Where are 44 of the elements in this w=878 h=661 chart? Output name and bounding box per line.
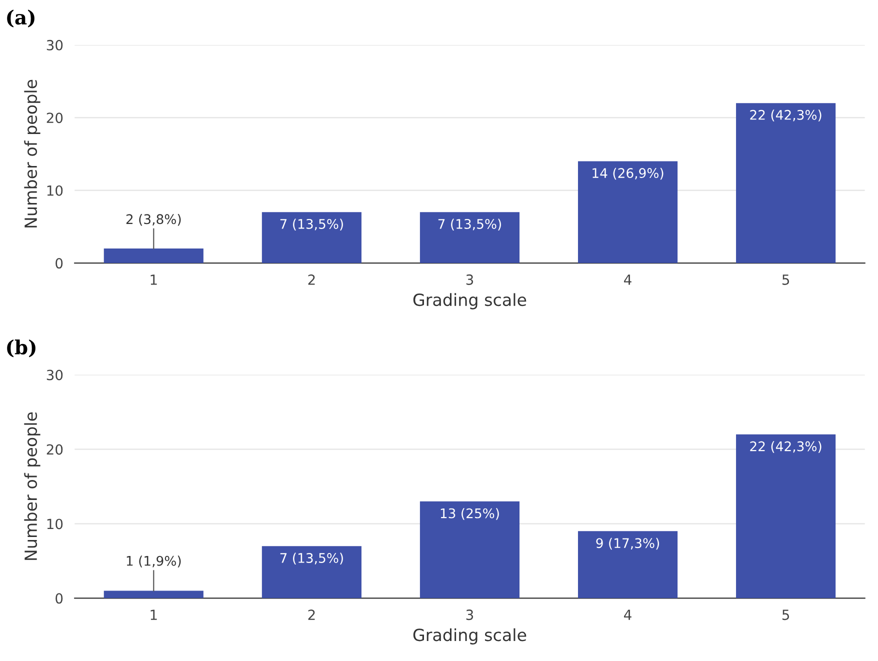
x-axis-title: Grading scale — [413, 628, 526, 644]
data-label: 22 (42,3%) — [750, 441, 822, 453]
bar — [104, 248, 204, 264]
data-label: 1 (1,9%) — [126, 556, 181, 568]
data-label: 7 (13,5%) — [438, 218, 501, 230]
x-tick-label: 5 — [782, 274, 790, 285]
bar — [736, 434, 836, 598]
data-label: 7 (13,5%) — [280, 552, 343, 565]
x-tick-label: 2 — [308, 274, 315, 285]
data-label: 14 (26,9%) — [592, 168, 664, 180]
bar — [578, 531, 678, 598]
bar — [262, 546, 362, 598]
bar — [420, 501, 520, 598]
data-label: 22 (42,3%) — [750, 110, 822, 122]
y-tick-label: 0 — [56, 258, 63, 269]
x-tick-label: 4 — [624, 274, 632, 285]
data-label: 2 (3,8%) — [126, 214, 181, 226]
x-tick-label: 1 — [150, 610, 157, 620]
x-tick-label: 3 — [466, 610, 474, 620]
bar — [420, 212, 520, 264]
y-tick-label: 30 — [46, 370, 63, 380]
y-tick-label: 10 — [47, 185, 63, 196]
chart-title: (a) — [7, 10, 34, 28]
bar — [104, 590, 204, 598]
y-axis-title: Number of people — [24, 412, 40, 560]
x-tick-label: 2 — [308, 610, 315, 620]
y-tick-label: 10 — [47, 518, 63, 530]
y-tick-label: 20 — [46, 444, 63, 455]
data-label: 7 (13,5%) — [280, 218, 343, 230]
x-axis-title: Grading scale — [413, 293, 526, 310]
x-tick-label: 5 — [782, 610, 790, 620]
y-tick-label: 20 — [46, 112, 63, 124]
bar — [578, 161, 678, 264]
data-label: 13 (25%) — [440, 508, 499, 520]
y-tick-label: 30 — [46, 40, 63, 50]
chart-title: (b) — [7, 339, 36, 358]
bar — [262, 212, 362, 264]
x-tick-label: 1 — [150, 274, 157, 285]
x-tick-label: 3 — [466, 274, 474, 285]
bar — [736, 103, 836, 264]
data-label: 9 (17,3%) — [596, 538, 660, 550]
y-tick-label: 0 — [56, 593, 63, 604]
y-axis-title: Number of people — [24, 80, 40, 228]
x-tick-label: 4 — [624, 610, 632, 620]
